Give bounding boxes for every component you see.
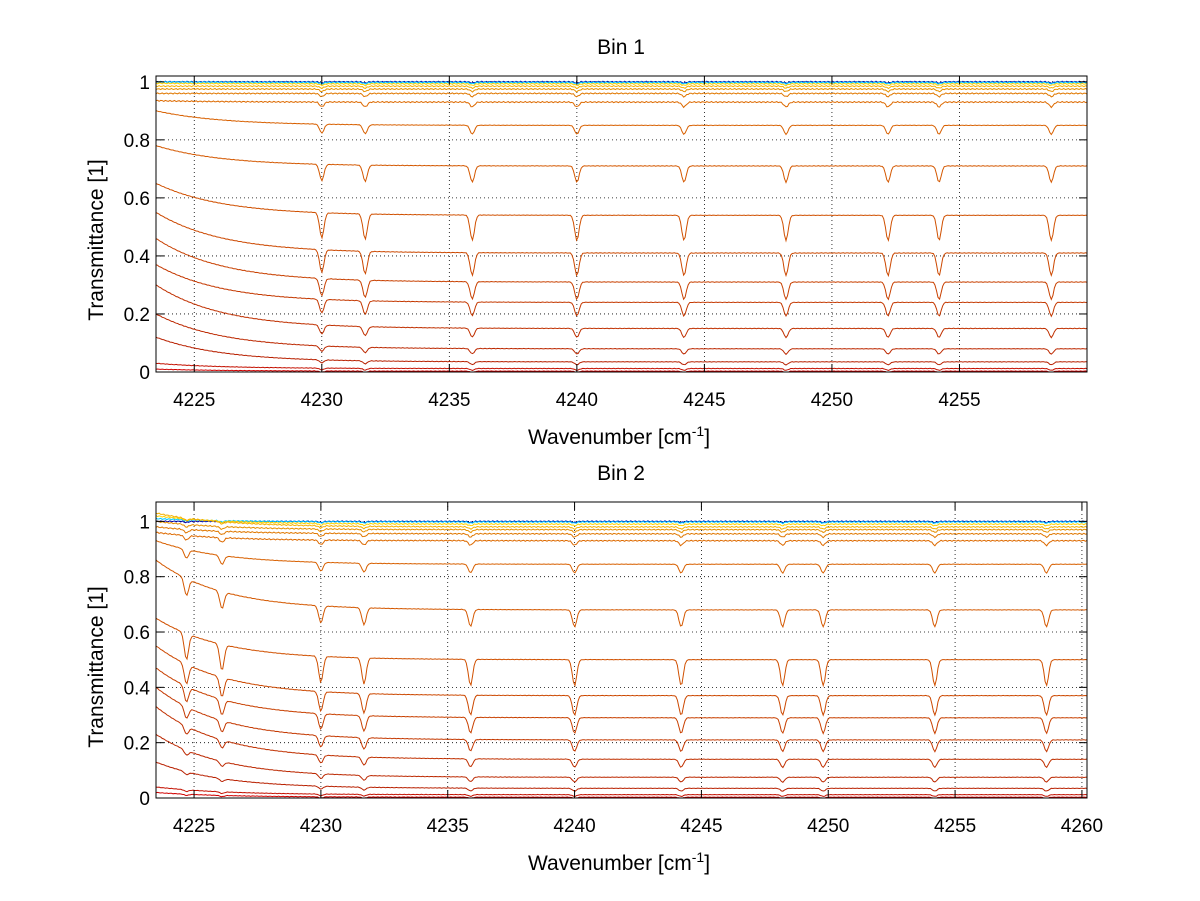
plot-area-bin-1 xyxy=(156,76,1087,372)
y-tick-label: 0.2 xyxy=(124,305,150,326)
axes-frame-bin-1 xyxy=(155,75,1088,373)
series-line xyxy=(156,182,1087,243)
x-tick-label: 4225 xyxy=(173,816,215,837)
series-line xyxy=(156,99,1087,109)
y-axis-label-bin-2: Transmittance [1] xyxy=(85,586,108,747)
y-ticks-bin-1: 0 0.2 0.4 0.6 0.8 1 xyxy=(124,73,1087,384)
series-line xyxy=(156,517,1087,525)
x-tick-label: 4235 xyxy=(427,816,469,837)
x-axis-label-bin-2: Wavenumber [cm-1] xyxy=(528,849,710,875)
y-tick-label: 0.4 xyxy=(124,247,151,268)
grid-bin-1 xyxy=(156,76,1087,373)
plot-area-bin-2 xyxy=(156,502,1087,798)
x-ticks-bin-2: 4225 4230 4235 4240 4245 4250 4255 4260 xyxy=(173,502,1103,837)
series-line xyxy=(156,80,1087,85)
series-line xyxy=(156,520,1087,534)
y-tick-label: 0 xyxy=(139,789,150,810)
x-tick-label: 4230 xyxy=(300,816,342,837)
chart-bin-2: 4225 4230 4235 4240 4245 4250 4255 4260 0 0.2 0.4… xyxy=(85,462,1103,875)
y-tick-label: 0.8 xyxy=(124,131,150,152)
x-ticks-bin-1: 4225 4230 4235 4240 4245 4250 4255 xyxy=(173,76,981,411)
y-tick-label: 0.6 xyxy=(124,189,150,210)
curves-bin-1 xyxy=(156,80,1087,372)
series-line xyxy=(156,85,1087,90)
x-tick-label: 4245 xyxy=(683,390,725,411)
series-line xyxy=(156,110,1087,136)
series-line xyxy=(156,733,1087,783)
series-line xyxy=(156,238,1087,301)
series-line xyxy=(156,512,1087,531)
x-tick-label: 4250 xyxy=(811,390,853,411)
series-line xyxy=(156,368,1087,372)
chart-title-bin-2: Bin 2 xyxy=(597,462,645,485)
series-line xyxy=(156,92,1087,98)
x-tick-label: 4225 xyxy=(173,390,215,411)
series-line xyxy=(156,336,1087,366)
series-line xyxy=(156,87,1087,93)
x-tick-label: 4260 xyxy=(1061,816,1103,837)
y-tick-label: 0.6 xyxy=(124,623,150,644)
grid-bin-2 xyxy=(156,502,1087,799)
y-tick-label: 1 xyxy=(139,512,150,533)
series-line xyxy=(156,264,1087,318)
series-line xyxy=(156,144,1087,184)
x-tick-label: 4255 xyxy=(938,390,980,411)
y-tick-label: 0 xyxy=(139,363,150,384)
x-tick-label: 4240 xyxy=(556,390,598,411)
x-tick-label: 4250 xyxy=(807,816,849,837)
x-axis-label-bin-1: Wavenumber [cm-1] xyxy=(528,423,710,449)
series-group xyxy=(156,80,1087,372)
series-line xyxy=(156,82,1087,87)
series-line xyxy=(156,525,1087,539)
series-line xyxy=(156,540,1087,575)
y-tick-label: 1 xyxy=(139,73,150,94)
series-line xyxy=(156,686,1087,753)
x-tick-label: 4255 xyxy=(934,816,976,837)
series-line xyxy=(156,645,1087,717)
y-axis-label-bin-1: Transmittance [1] xyxy=(85,159,108,320)
series-line xyxy=(156,313,1087,356)
x-tick-label: 4245 xyxy=(680,816,722,837)
y-tick-label: 0.8 xyxy=(124,568,150,589)
series-line xyxy=(156,212,1087,278)
series-line xyxy=(156,362,1087,372)
y-ticks-bin-2: 0 0.2 0.4 0.6 0.8 1 xyxy=(124,512,1087,810)
series-line xyxy=(156,617,1087,688)
y-tick-label: 0.4 xyxy=(124,678,151,699)
series-line xyxy=(156,284,1087,339)
series-line xyxy=(156,531,1087,547)
x-tick-label: 4240 xyxy=(553,816,595,837)
axes-frame-bin-2 xyxy=(155,501,1088,799)
series-line xyxy=(156,706,1087,769)
chart-bin-1: 4225 4230 4235 4240 4245 4250 4255 00.20.40.60… xyxy=(85,36,1088,449)
x-tick-label: 4230 xyxy=(301,390,343,411)
series-line xyxy=(156,559,1087,629)
y-tick-label: 0.2 xyxy=(124,734,150,755)
chart-title-bin-1: Bin 1 xyxy=(597,36,645,59)
x-tick-label: 4235 xyxy=(428,390,470,411)
series-line xyxy=(156,761,1087,792)
series-line xyxy=(156,667,1087,735)
series-line xyxy=(156,515,1087,527)
series-line xyxy=(156,786,1087,798)
